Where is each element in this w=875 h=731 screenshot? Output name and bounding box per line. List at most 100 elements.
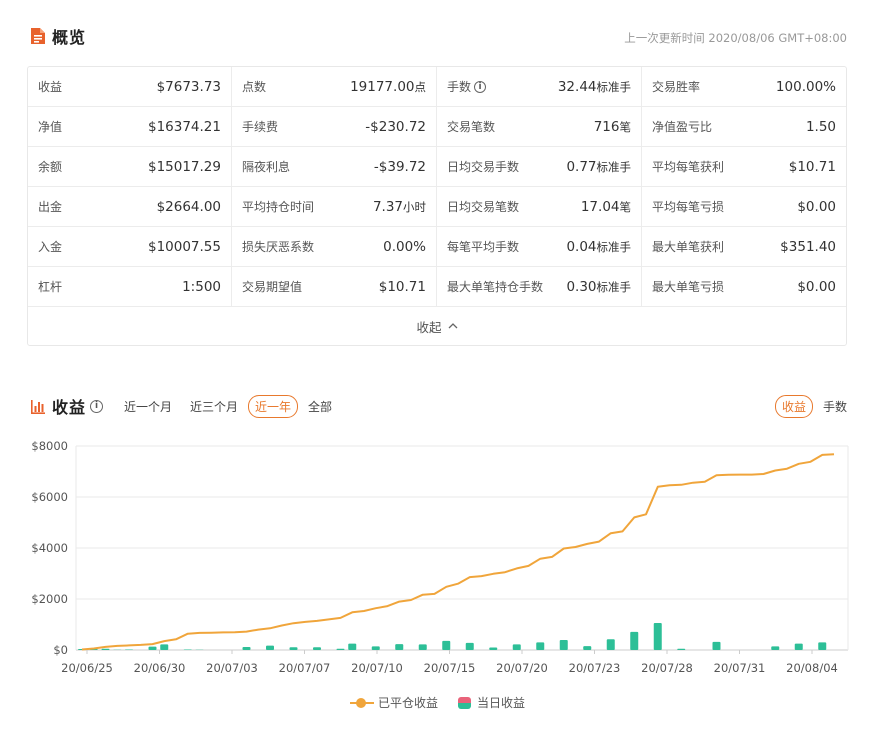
stat-cell: 入金 $10007.55 [28, 227, 232, 267]
stat-value-number: 1.50 [805, 118, 836, 135]
stat-value: $7673.73 [157, 79, 221, 95]
stat-unit: 笔 [619, 119, 632, 134]
stat-label-text: 余额 [38, 160, 63, 174]
stat-value-number: 17.04 [580, 198, 620, 215]
stat-value-number: 1:500 [182, 278, 221, 295]
daily-profit-bar [712, 641, 721, 650]
x-tick-label: 20/07/23 [569, 661, 621, 675]
line-series-icon [349, 697, 374, 709]
daily-profit-bar [183, 649, 192, 650]
stat-value: $351.40 [780, 239, 836, 255]
daily-profit-bar [101, 648, 110, 650]
stat-value-number: 0.00% [383, 238, 426, 255]
filter-0[interactable]: 近一个月 [124, 400, 173, 414]
stat-value: -$230.72 [365, 119, 426, 135]
stat-cell: 平均每笔亏损 $0.00 [642, 187, 846, 227]
stat-label: 交易笔数 [447, 118, 495, 135]
time-range-filters: 近一个月 近三个月 近一年 全部 [124, 395, 350, 418]
bar-series-icon [458, 696, 471, 709]
stat-value: $2664.00 [157, 199, 221, 215]
stat-label: 平均每笔亏损 [652, 198, 724, 215]
stat-label-text: 净值盈亏比 [652, 120, 713, 134]
stat-value-number: 32.44 [557, 78, 597, 95]
stat-value-number: 19177.00 [350, 78, 415, 95]
daily-profit-bar [371, 646, 380, 650]
stat-value-number: 716 [593, 118, 620, 135]
x-tick-label: 20/07/07 [279, 661, 331, 675]
stat-label-text: 日均交易笔数 [447, 200, 520, 214]
stat-label-text: 最大单笔获利 [652, 240, 725, 254]
stat-value-number: 0.04 [566, 238, 597, 255]
daily-profit-bar [536, 642, 545, 650]
daily-profit-bar [606, 639, 615, 650]
stat-cell: 净值 $16374.21 [28, 107, 232, 147]
daily-profit-bar [348, 643, 357, 650]
daily-profit-bar [289, 647, 298, 650]
y-tick-label: $2000 [31, 592, 68, 606]
stats-grid: 收益 $7673.73 点数 19177.00点 手数 i 32.44标准手 交易胜率 100.… [28, 67, 846, 307]
y-tick-label: $4000 [31, 541, 68, 555]
daily-profit-bar [818, 642, 827, 650]
x-tick-label: 20/07/15 [424, 661, 476, 675]
x-tick-label: 20/07/28 [641, 661, 693, 675]
stat-value-number: $15017.29 [147, 158, 221, 175]
info-icon[interactable]: i [474, 80, 487, 93]
daily-profit-bar [266, 645, 274, 650]
filter-1[interactable]: 近三个月 [190, 400, 239, 414]
daily-profit-bar [313, 647, 321, 650]
stat-label: 最大单笔亏损 [652, 278, 724, 295]
profit-chart: $0 $2000 $4000 $6000 $8000 20/06/25 20/06/30 20… [31, 439, 849, 675]
toggle-0[interactable]: 收益 [774, 395, 813, 418]
stat-label-text: 交易笔数 [447, 120, 496, 134]
legend-item-closed-profit[interactable]: 已平仓收益 [349, 694, 438, 711]
stat-cell: 每笔平均手数 0.04标准手 [437, 227, 642, 267]
x-tick-label: 20/08/04 [786, 661, 838, 675]
stat-label: 杠杆 [38, 278, 62, 295]
stat-unit: 标准手 [596, 159, 632, 174]
filter-2[interactable]: 近一年 [248, 395, 299, 418]
legend-item-daily-profit[interactable]: 当日收益 [458, 694, 525, 711]
stat-value-number: $10.71 [788, 158, 836, 175]
stat-label-text: 平均每笔获利 [652, 160, 725, 174]
stat-cell: 隔夜利息 -$39.72 [232, 147, 437, 187]
stat-label: 收益 [38, 78, 62, 95]
stat-value: $15017.29 [148, 159, 221, 175]
stat-label: 点数 [242, 78, 266, 95]
bar-chart-icon [31, 400, 45, 414]
stat-label-text: 出金 [38, 200, 63, 214]
stat-label: 最大单笔获利 [652, 238, 724, 255]
stat-cell: 交易笔数 716笔 [437, 107, 642, 147]
stat-label-text: 杠杆 [38, 280, 63, 294]
stat-value-number: 0.77 [566, 158, 597, 175]
stat-label-text: 损失厌恶系数 [242, 240, 315, 254]
stat-value-number: $0.00 [797, 278, 836, 295]
stat-label: 净值盈亏比 [652, 118, 712, 135]
daily-profit-bar [794, 643, 803, 650]
x-tick-label: 20/07/31 [714, 661, 766, 675]
stat-cell: 出金 $2664.00 [28, 187, 232, 227]
document-icon [31, 28, 45, 44]
stat-value: $10007.55 [148, 239, 221, 255]
daily-profit-bar [336, 648, 345, 650]
stat-label-text: 最大单笔持仓手数 [447, 280, 544, 294]
stat-cell: 最大单笔获利 $351.40 [642, 227, 846, 267]
metric-toggles: 收益 手数 [774, 395, 853, 418]
daily-profit-bar [395, 644, 404, 650]
filter-3[interactable]: 全部 [308, 400, 333, 414]
collapse-button[interactable]: 收起 [28, 307, 846, 346]
stat-value: $16374.21 [148, 119, 221, 135]
info-icon[interactable]: i [90, 399, 104, 413]
overview-title: 概览 [52, 28, 87, 47]
stat-cell: 收益 $7673.73 [28, 67, 232, 107]
profit-title: 收益 [52, 398, 87, 417]
stat-value-number: 7.37 [372, 198, 403, 215]
stat-label: 平均持仓时间 [242, 198, 314, 215]
daily-profit-bar [148, 646, 157, 650]
stat-cell: 交易期望值 $10.71 [232, 267, 437, 307]
stat-unit: 笔 [619, 199, 632, 214]
daily-profit-bar [418, 644, 427, 650]
toggle-1[interactable]: 手数 [822, 400, 847, 414]
stat-value: $10.71 [789, 159, 836, 175]
stat-value-number: -$230.72 [365, 118, 426, 135]
daily-profit-bar [677, 648, 686, 650]
